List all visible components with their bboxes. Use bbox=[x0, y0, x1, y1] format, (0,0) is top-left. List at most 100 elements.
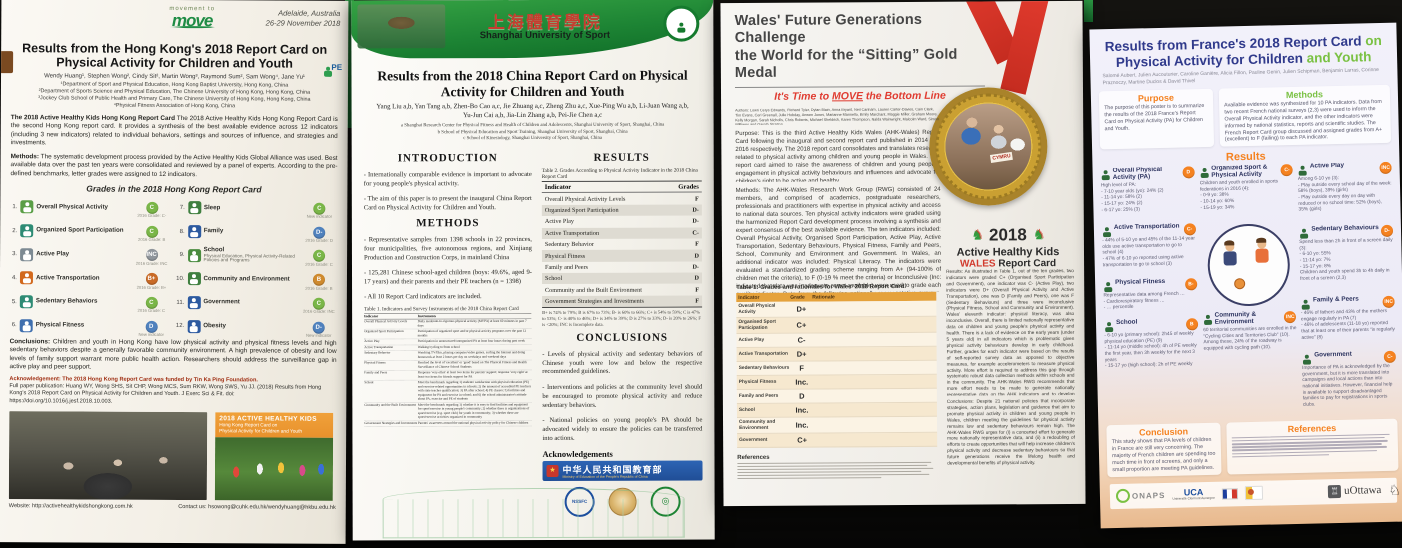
grade-value: D bbox=[694, 274, 700, 282]
acknowledgements-heading: Acknowledgements bbox=[542, 448, 613, 459]
bottom-media-row: 2018 ACTIVE HEALTHY KIDS Hong Kong Repor… bbox=[8, 411, 336, 501]
grade-value: F bbox=[695, 195, 699, 203]
onaps-logo: ONAPS bbox=[1115, 488, 1166, 504]
grade-badge: B- bbox=[1184, 278, 1198, 291]
indicator-details: - 46% of fathers and 43% of the mothers … bbox=[1301, 308, 1396, 341]
grades-section-title: Grades in the 2018 Hong Kong Report Card bbox=[86, 183, 262, 195]
table1-row: Government Strategies and Investments Par… bbox=[364, 420, 532, 428]
affiliations: ¹Department of Sport and Physical Educat… bbox=[21, 81, 328, 111]
grade-row: 12. Obesity D- New indicator bbox=[173, 314, 341, 339]
indicator-icon bbox=[1101, 168, 1111, 180]
indicator-label: Active Play bbox=[36, 250, 70, 258]
intro-item: - The aim of this paper is to present th… bbox=[363, 195, 532, 212]
grade-row-number: 9. bbox=[179, 252, 185, 259]
grade-row-number: 1. bbox=[12, 203, 18, 211]
indicator-icon bbox=[20, 200, 34, 214]
methods-paragraph: Methods: The systematic development proc… bbox=[10, 152, 338, 178]
university-name-english: Shanghai University of Sport bbox=[479, 29, 611, 42]
grade-badge: D bbox=[1182, 166, 1195, 179]
grade-row-number: 10. bbox=[176, 275, 185, 282]
indicator-label: Organized Sport Participation bbox=[36, 226, 124, 235]
grade-badge: C 2016 Grade: C bbox=[299, 245, 339, 267]
dragon-icon-right: ♞ bbox=[1032, 227, 1045, 243]
onaps-icon bbox=[1115, 488, 1131, 504]
grade-row-number: 2. bbox=[12, 227, 18, 234]
grade-value: C+ bbox=[796, 320, 807, 330]
grade-row: 1. Overall Physical Activity C 2016 Grad… bbox=[6, 195, 174, 220]
indicator-name: Active Play bbox=[544, 218, 574, 226]
mascot-logo bbox=[1244, 485, 1263, 501]
grade-badge: C 2016 Grade: C bbox=[131, 292, 171, 314]
grade-row-number: 7. bbox=[179, 204, 185, 211]
references-box: References bbox=[1226, 418, 1399, 475]
previous-grade-note: 2016 Grade: C bbox=[305, 261, 333, 267]
poster-subtitle: It's Time to MOVE the Bottom Line bbox=[774, 89, 946, 103]
indicator-name: Active Play bbox=[1309, 162, 1345, 170]
acknowledgement: Acknowledgement: The 2018 Hong Kong Repo… bbox=[9, 375, 322, 405]
grade-badge: B bbox=[1185, 318, 1198, 331]
grade-value: D- bbox=[692, 217, 699, 225]
grade-value: Inc. bbox=[795, 377, 809, 387]
blurred-rationale-lines bbox=[813, 424, 935, 425]
previous-grade-note: New indicator bbox=[305, 332, 332, 338]
table2-row: Sedentary Behavior F bbox=[542, 238, 702, 250]
table1: Indicator Instruments Overall Physical Ac… bbox=[364, 313, 532, 428]
grade-table-row: Community and Environment Inc. bbox=[737, 416, 938, 435]
uottawa-building-icon: ♖ bbox=[1327, 484, 1342, 498]
table2: Indicator Grades Overall Physical Activit… bbox=[541, 180, 703, 309]
indicator-icon bbox=[187, 225, 201, 239]
poster-hong-kong: movement to move Adelaide, Australia 26-… bbox=[0, 0, 349, 544]
grades-table: Table 1: Grades and rationales for Wales… bbox=[736, 284, 938, 449]
indicator-label: School Physical Education, Physical Activ… bbox=[203, 246, 296, 263]
runner-icon bbox=[326, 64, 331, 71]
gold-medal: CYMRU bbox=[928, 87, 1048, 206]
poster-wales: Wales' Future Generations Challenge the W… bbox=[720, 0, 1086, 507]
indicator-name: Family and Peers bbox=[544, 263, 588, 271]
indicator-icon bbox=[1199, 166, 1209, 178]
meeting-photo bbox=[8, 411, 208, 501]
grade-row: 7. Sleep C New indicator bbox=[174, 196, 342, 221]
grade-badge: INC bbox=[1284, 311, 1297, 324]
grade-value: D bbox=[694, 252, 699, 260]
indicator-card: Sedentary Behaviours D- Spend less than … bbox=[1299, 224, 1394, 294]
table2-row: Physical Fitness D bbox=[541, 249, 702, 262]
partner-logos: ONAPS UCA Université Clermont Auvergne ♖… bbox=[1109, 477, 1401, 509]
table2-caption: Table 2. Grades According to Physical Ac… bbox=[541, 168, 698, 181]
children-playing-illustration bbox=[1206, 223, 1291, 308]
title-divider bbox=[734, 85, 985, 88]
grade-row-number: 6. bbox=[11, 322, 17, 329]
table2-row: School D bbox=[542, 272, 703, 285]
indicator-name: Organized Sport & Physical Activity bbox=[1211, 163, 1268, 179]
grade-row: 11. Government C 2016 Grade: INC bbox=[173, 291, 341, 316]
conference-location: Adelaide, Australia bbox=[278, 8, 341, 18]
conclusion-items: - Levels of physical activity and sedent… bbox=[542, 350, 702, 444]
grade-row-number: 3. bbox=[12, 251, 18, 258]
indicator-icon bbox=[1301, 298, 1311, 310]
poster-china: 上海體育學院 Shanghai University of Sport Resu… bbox=[351, 0, 715, 541]
grade-value: F bbox=[695, 240, 699, 248]
indicator-label: Community and Environment bbox=[203, 274, 290, 283]
indicator-name: Physical Fitness bbox=[738, 379, 777, 385]
indicator-name: Active Play bbox=[738, 337, 765, 343]
indicator-name: Community and the Built Environment bbox=[545, 286, 642, 294]
building-line-art bbox=[382, 487, 685, 541]
grade-row: 10. Community and Environment B 2016 Gra… bbox=[173, 267, 341, 292]
methods-items: - Representative samples from 1398 schoo… bbox=[364, 236, 532, 303]
affiliation-line: c School of Kinesiology, Shanghai Univer… bbox=[463, 135, 603, 142]
indicator-details: Spend less than 2h in front of a screen … bbox=[1299, 238, 1394, 282]
intro-item: - Internationally comparable evidence is… bbox=[363, 171, 532, 188]
indicator-icon bbox=[1299, 227, 1309, 239]
table2-row: Community and the Built Environment F bbox=[542, 284, 702, 296]
grade-table-row: Organised Sport Participation C+ bbox=[736, 316, 937, 335]
grade-table-row: Sedentary Behaviours F bbox=[736, 360, 937, 377]
grade-row: 3. Active Play INC 2016 Grade: INC bbox=[6, 243, 174, 268]
conclusions-paragraph: Conclusions: Children and youth in Hong … bbox=[9, 338, 337, 371]
authors: Yang Liu a,b, Yan Tang a,b, Zhen-Bo Cao … bbox=[376, 102, 689, 120]
grade-badge: C- bbox=[1280, 164, 1294, 177]
poster-title: Results from France's 2018 Report Card o… bbox=[1104, 32, 1382, 70]
indicator-name: Government Strategies and Investments bbox=[545, 297, 644, 305]
grade-row: 4. Active Transportation B+ 2016 Grade: … bbox=[6, 266, 174, 291]
previous-grade-note: New indicator bbox=[306, 214, 332, 220]
grade-badge: B 2016 Grade: B bbox=[299, 269, 339, 291]
